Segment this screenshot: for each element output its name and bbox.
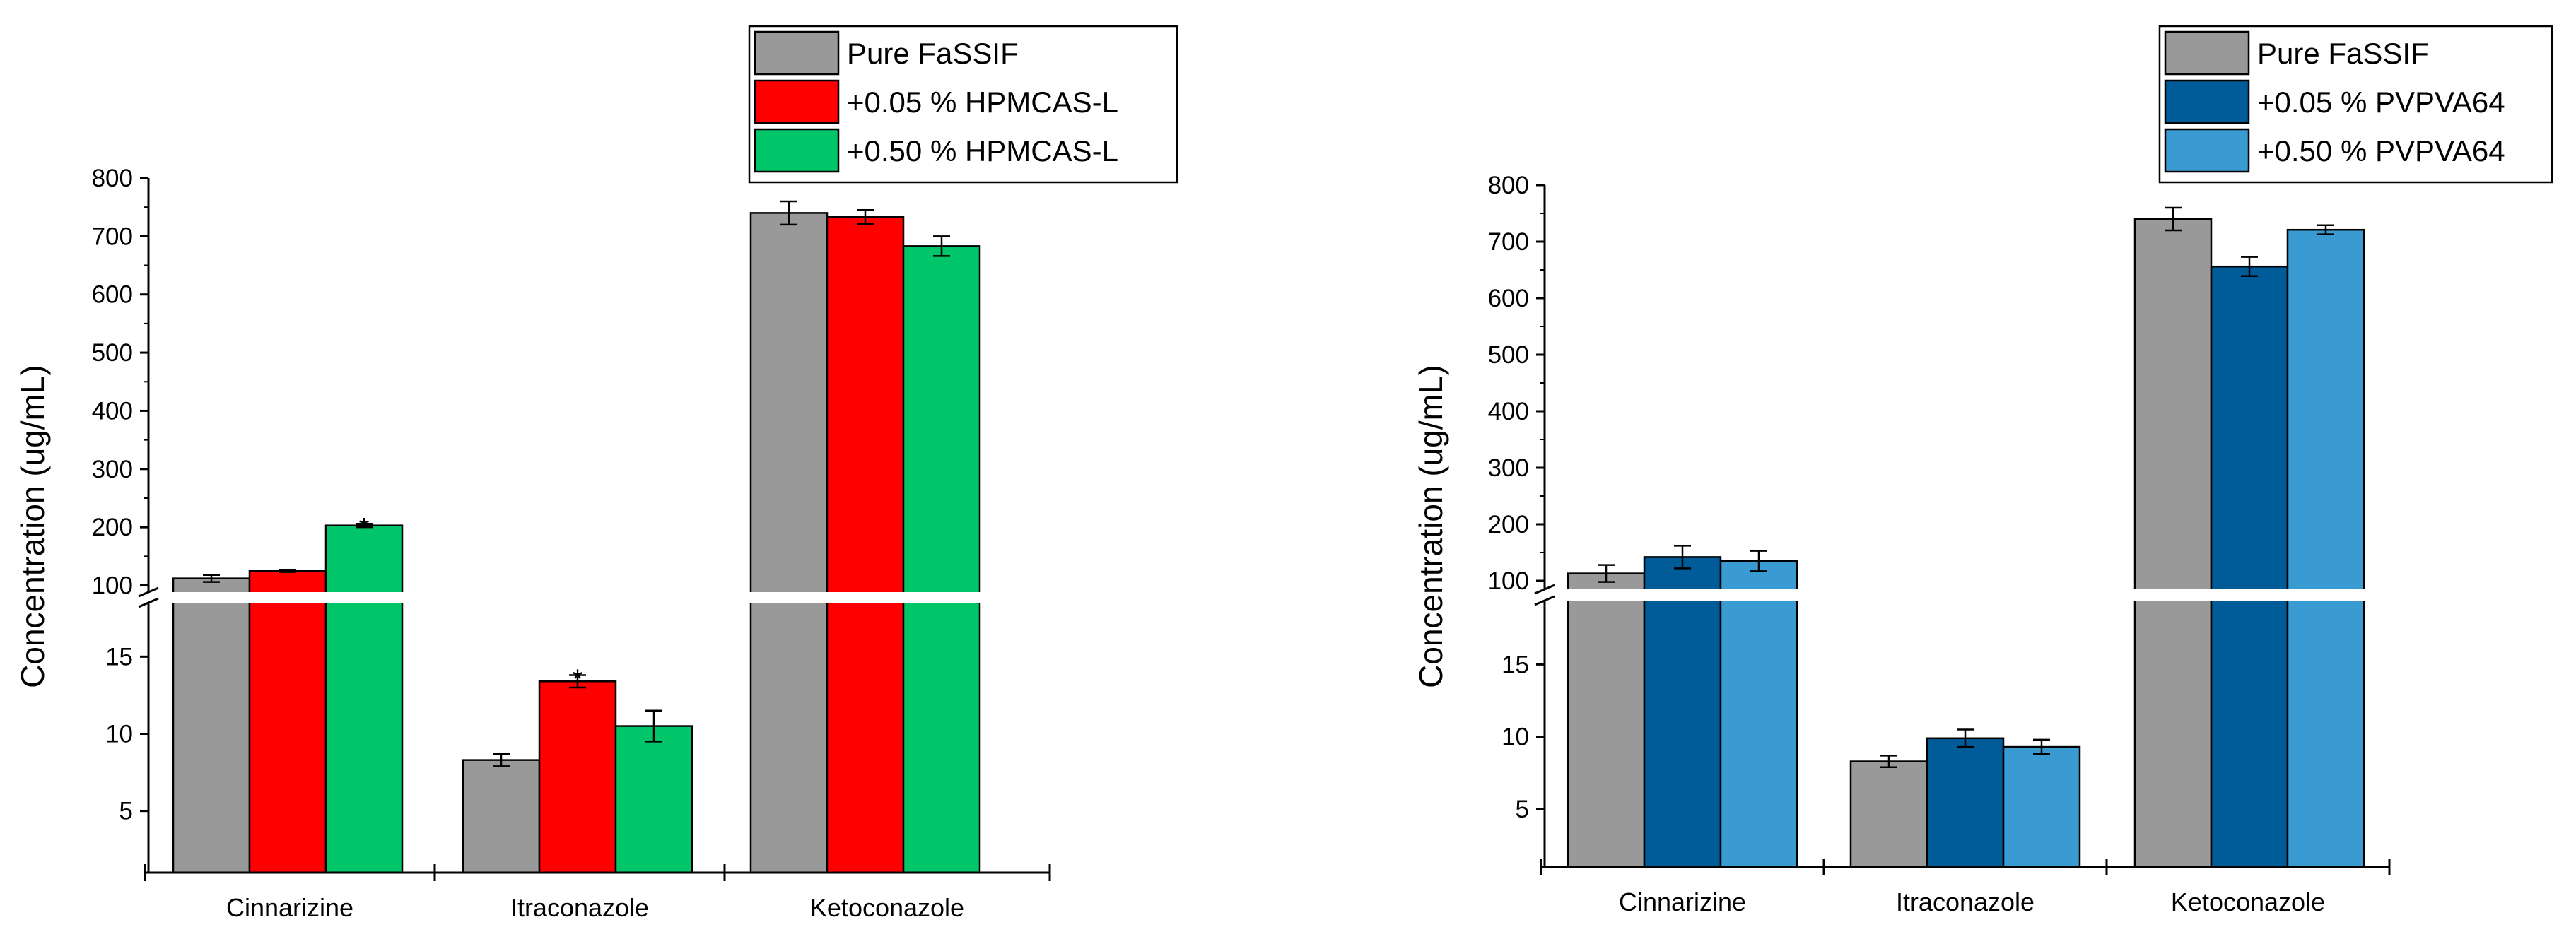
y-tick-label: 500 xyxy=(92,339,133,367)
legend-label: +0.50 % HPMCAS-L xyxy=(847,134,1118,167)
significance-star: * xyxy=(359,513,370,543)
chart-left: * * 100 200 300 400 500 600 700 800 5 10 15 Cinnarizi… xyxy=(14,25,1178,922)
y-tick-label: 100 xyxy=(1488,567,1529,595)
y-axis-label: Concentration (ug/mL) xyxy=(14,365,51,688)
legend-swatch xyxy=(2164,30,2250,76)
legend: Pure FaSSIF +0.05 % HPMCAS-L +0.50 % HPMCA… xyxy=(748,25,1178,184)
y-tick-label: 300 xyxy=(1488,454,1529,482)
bar xyxy=(2286,228,2365,868)
bar xyxy=(749,212,829,874)
x-category-label: Itraconazole xyxy=(510,893,649,922)
legend-swatch xyxy=(2164,128,2250,173)
y-tick-label: 600 xyxy=(92,281,133,309)
y-tick-label: 10 xyxy=(1501,724,1529,751)
bar xyxy=(826,216,905,874)
significance-star: * xyxy=(573,665,583,695)
legend-label: Pure FaSSIF xyxy=(2257,37,2429,70)
y-tick-label: 700 xyxy=(92,223,133,250)
bar xyxy=(172,577,251,874)
legend: Pure FaSSIF +0.05 % PVPVA64 +0.50 % PVPVA6… xyxy=(2158,25,2553,184)
bar xyxy=(614,725,693,874)
y-axis-label: Concentration (ug/mL) xyxy=(1412,365,1449,688)
y-tick-label: 15 xyxy=(105,643,133,671)
y-tick-label: 200 xyxy=(92,514,133,541)
y-tick-label: 15 xyxy=(1501,651,1529,678)
legend-swatch xyxy=(754,30,840,76)
y-tick-label: 600 xyxy=(1488,285,1529,312)
bar xyxy=(1643,556,1722,868)
axis-break-gap xyxy=(1532,589,2394,601)
y-tick-label: 800 xyxy=(1488,172,1529,199)
y-tick-label: 700 xyxy=(1488,228,1529,256)
bar xyxy=(1926,737,2005,868)
bar xyxy=(1849,760,1928,868)
break-mark xyxy=(138,586,159,598)
y-tick-label: 10 xyxy=(105,721,133,748)
y-tick-label: 800 xyxy=(92,165,133,192)
x-category-label: Ketoconazole xyxy=(810,893,964,922)
break-mark xyxy=(138,597,159,608)
bar xyxy=(538,680,617,874)
y-tick-label: 5 xyxy=(1516,796,1529,823)
x-category-label: Cinnarizine xyxy=(1619,887,1746,916)
bar xyxy=(2002,745,2081,868)
y-tick-label: 400 xyxy=(1488,398,1529,425)
chart-right: 100 200 300 400 500 600 700 800 5 10 15 Cinnarizine… xyxy=(1412,25,2553,916)
legend-swatch xyxy=(2164,79,2250,124)
bar xyxy=(248,570,327,874)
bar xyxy=(902,245,981,874)
bar xyxy=(1567,572,1646,868)
y-tick-label: 100 xyxy=(92,572,133,600)
y-tick-label: 200 xyxy=(1488,511,1529,538)
bar xyxy=(462,759,541,874)
bar xyxy=(1719,560,1798,868)
x-category-label: Ketoconazole xyxy=(2171,887,2325,916)
bar xyxy=(324,524,404,874)
y-tick-label: 5 xyxy=(119,798,133,825)
break-mark xyxy=(1534,584,1555,595)
x-category-label: Cinnarizine xyxy=(226,893,353,922)
legend-swatch xyxy=(754,79,840,124)
bar xyxy=(2210,265,2289,868)
legend-label: +0.05 % HPMCAS-L xyxy=(847,85,1118,119)
legend-label: +0.05 % PVPVA64 xyxy=(2257,85,2505,119)
legend-swatch xyxy=(754,128,840,173)
y-tick-label: 500 xyxy=(1488,341,1529,369)
axis-break-gap xyxy=(136,592,1055,603)
bar xyxy=(2133,218,2213,868)
y-tick-label: 300 xyxy=(92,456,133,483)
break-mark xyxy=(1534,595,1555,606)
legend-label: Pure FaSSIF xyxy=(847,37,1019,70)
y-tick-label: 400 xyxy=(92,397,133,425)
legend-label: +0.50 % PVPVA64 xyxy=(2257,134,2505,167)
x-category-label: Itraconazole xyxy=(1896,887,2035,916)
